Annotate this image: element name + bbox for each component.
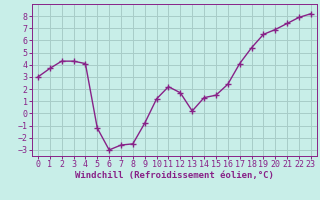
X-axis label: Windchill (Refroidissement éolien,°C): Windchill (Refroidissement éolien,°C) (75, 171, 274, 180)
